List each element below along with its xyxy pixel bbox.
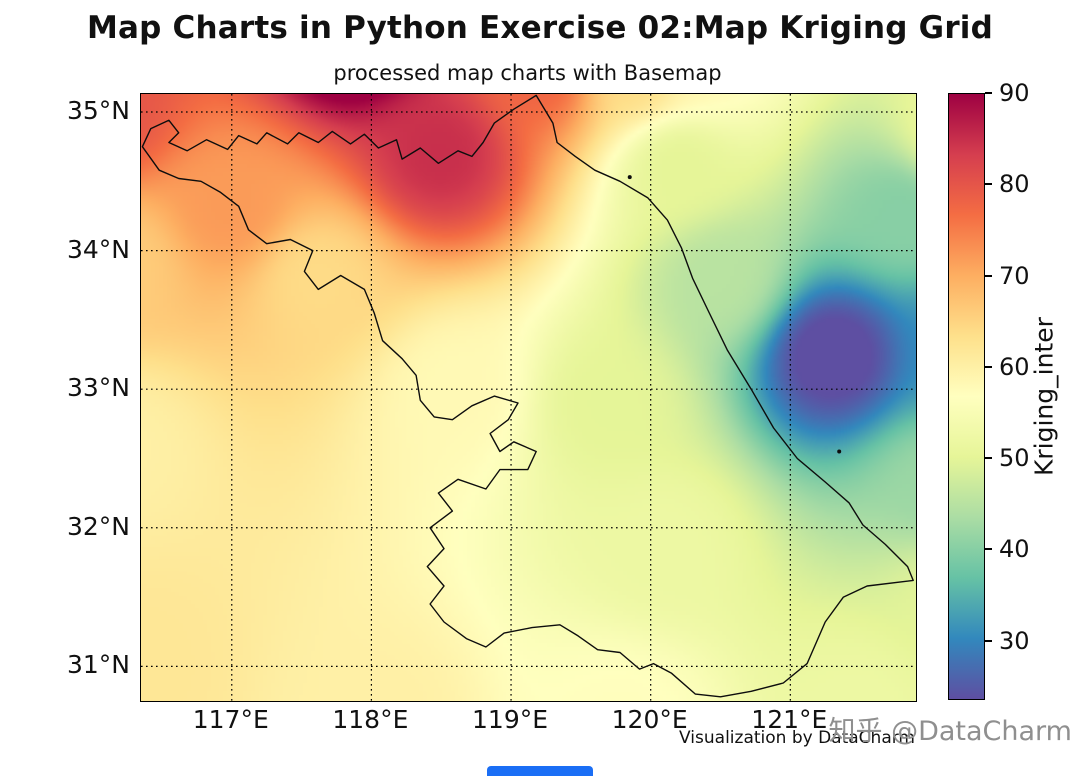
map-overlay	[141, 94, 916, 701]
colorbar-tick-mark	[985, 548, 992, 551]
x-tick-label: 118°E	[332, 705, 409, 734]
y-tick-label: 34°N	[66, 234, 130, 264]
colorbar-tick-mark	[985, 639, 992, 642]
colorbar-tick-label: 40	[999, 535, 1030, 564]
y-tick-label: 35°N	[66, 96, 130, 126]
colorbar-tick-label: 80	[999, 170, 1030, 199]
attribution-text: Visualization by DataCharm	[679, 728, 915, 748]
colorbar-tick-mark	[985, 183, 992, 186]
colorbar-tick-label: 30	[999, 626, 1030, 655]
province-boundary-outline	[141, 94, 914, 698]
browser-bottom-bar[interactable]	[487, 766, 593, 776]
colorbar-tick-mark	[985, 457, 992, 460]
colorbar-tick-label: 50	[999, 444, 1030, 473]
y-tick-label: 33°N	[66, 373, 130, 403]
colorbar	[948, 93, 985, 700]
y-tick-label: 32°N	[66, 511, 130, 541]
colorbar-label: Kriging_inter	[1029, 317, 1059, 476]
figure-title: Map Charts in Python Exercise 02:Map Kri…	[86, 10, 994, 46]
y-tick-label: 31°N	[66, 650, 130, 680]
x-tick-label: 119°E	[472, 705, 549, 734]
colorbar-tick-label: 70	[999, 261, 1030, 290]
x-tick-label: 121°E	[751, 705, 828, 734]
islet-dot	[837, 449, 842, 454]
colorbar-tick-label: 90	[999, 79, 1030, 107]
colorbar-tick-label: 60	[999, 352, 1030, 381]
colorbar-tick-mark	[985, 365, 992, 368]
zhihu-watermark: 知乎 @DataCharm	[828, 716, 1073, 747]
axes-title: processed map charts with Basemap	[333, 61, 722, 85]
kriging-heatmap-canvas	[141, 94, 916, 701]
x-tick-label: 120°E	[611, 705, 688, 734]
colorbar-tick-mark	[985, 92, 992, 94]
x-tick-label: 117°E	[192, 705, 269, 734]
colorbar-tick-mark	[985, 274, 992, 277]
map-plot-area	[140, 93, 917, 702]
islet-dot	[627, 175, 632, 180]
